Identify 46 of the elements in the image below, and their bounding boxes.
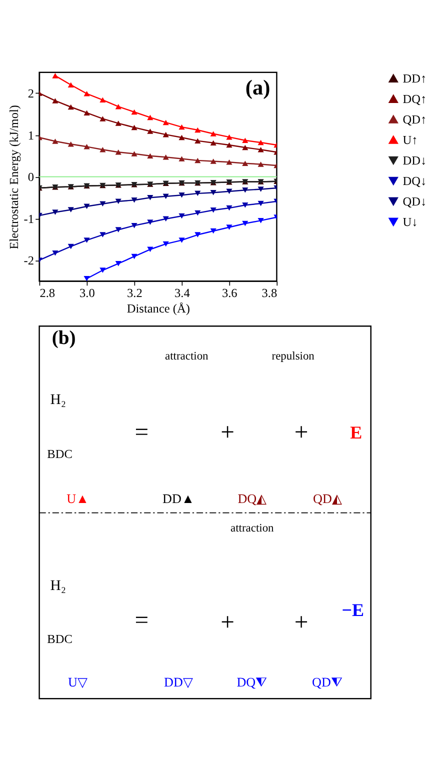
text: + <box>294 418 308 446</box>
text: = <box>134 607 149 634</box>
text: + <box>220 418 235 446</box>
legend-label: U↑ <box>402 132 418 147</box>
legend-label: DD↓ <box>402 153 427 168</box>
text: = <box>134 418 149 446</box>
text: + <box>294 608 308 636</box>
x-tick-label: 3.0 <box>80 286 95 300</box>
legend-label: DD↑ <box>402 72 427 86</box>
text: DD▽ <box>164 674 193 690</box>
text: U▽ <box>68 674 88 690</box>
text: QD⧨ <box>312 674 343 690</box>
legend-label: U↓ <box>402 214 418 229</box>
y-tick-label: 0 <box>28 170 34 184</box>
x-tick-label: 3.6 <box>222 286 238 300</box>
text: + <box>220 608 235 636</box>
text: attraction <box>230 522 274 535</box>
x-tick-label: 3.8 <box>262 286 278 300</box>
legend-label: QD↑ <box>402 112 427 127</box>
legend-label: DQ↑ <box>402 92 427 106</box>
y-tick-label: -1 <box>24 212 34 226</box>
text: E <box>350 422 362 442</box>
text: DD▲ <box>162 490 194 506</box>
x-axis-title: Distance (Å) <box>126 302 190 316</box>
text: U▲ <box>66 490 89 506</box>
text: repulsion <box>272 350 315 363</box>
text: BDC <box>47 446 72 461</box>
text: BDC <box>47 632 72 646</box>
chart-title: (a) <box>245 75 270 100</box>
text: (b) <box>52 327 76 350</box>
x-tick-label: 3.4 <box>174 286 190 300</box>
text: attraction <box>165 350 209 363</box>
text: −E <box>342 600 364 620</box>
y-axis-title: Electrostatic Energy (kJ/mol) <box>7 105 22 250</box>
y-tick-label: -2 <box>24 254 34 268</box>
text: DQ⧨ <box>236 674 268 690</box>
y-tick-label: 1 <box>28 128 34 142</box>
text: QD◭ <box>313 490 342 506</box>
x-tick-label: 2.8 <box>40 286 56 300</box>
legend-label: QD↓ <box>402 194 427 208</box>
legend-label: DQ↓ <box>402 174 427 188</box>
text: H₂ <box>50 392 66 408</box>
x-tick-label: 3.2 <box>127 286 142 300</box>
text: H₂ <box>50 578 66 594</box>
y-tick-label: 2 <box>28 86 34 101</box>
text: DQ◭ <box>238 490 267 506</box>
